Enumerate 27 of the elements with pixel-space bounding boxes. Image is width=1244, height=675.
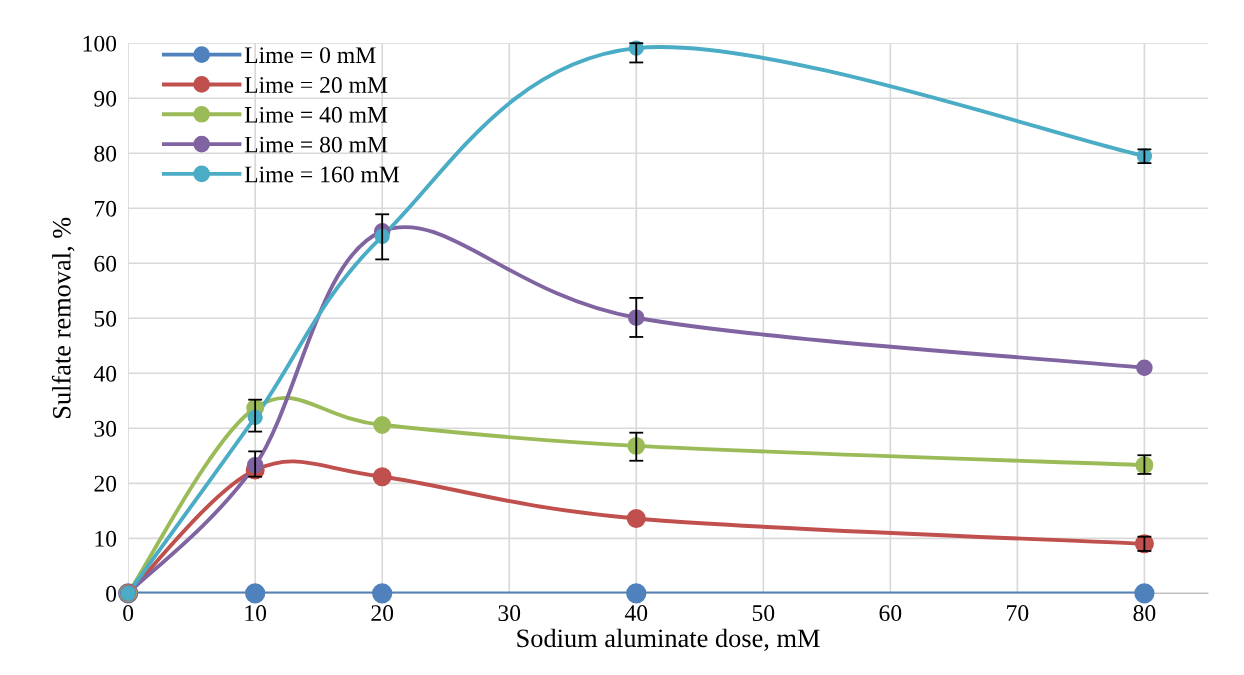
legend-label: Lime = 20 mM bbox=[244, 77, 388, 93]
y-tick-label: 30 bbox=[94, 420, 117, 437]
y-tick-label: 60 bbox=[94, 255, 117, 272]
x-tick-label: 70 bbox=[1007, 605, 1029, 622]
y-tick-label: 50 bbox=[94, 310, 117, 327]
legend-label: Lime = 40 mM bbox=[244, 106, 388, 123]
legend-label: Lime = 160 mM bbox=[244, 166, 400, 183]
x-tick-label: 20 bbox=[371, 605, 394, 622]
x-tick-label: 80 bbox=[1133, 605, 1156, 622]
x-tick-label: 40 bbox=[624, 605, 648, 622]
x-tick-label: 30 bbox=[498, 605, 521, 622]
y-tick-label: 100 bbox=[83, 35, 117, 52]
x-tick-label: 60 bbox=[879, 605, 902, 622]
y-tick-label: 40 bbox=[93, 365, 117, 382]
x-tick-label: 50 bbox=[752, 605, 775, 622]
y-axis-title: Sulfate removal, % bbox=[51, 217, 75, 418]
y-tick-label: 10 bbox=[95, 530, 117, 547]
y-tick-label: 20 bbox=[94, 475, 117, 492]
x-tick-label: 0 bbox=[123, 605, 134, 622]
y-tick-label: 90 bbox=[94, 90, 117, 107]
legend-label: Lime = 0 mM bbox=[244, 47, 376, 64]
y-tick-label: 80 bbox=[94, 145, 117, 162]
x-tick-label: 10 bbox=[245, 605, 267, 622]
x-axis-title: Sodium aluminate dose, mM bbox=[517, 628, 820, 651]
y-tick-label: 0 bbox=[106, 585, 117, 602]
y-tick-label: 70 bbox=[94, 200, 117, 217]
legend-label: Lime = 80 mM bbox=[244, 136, 388, 153]
